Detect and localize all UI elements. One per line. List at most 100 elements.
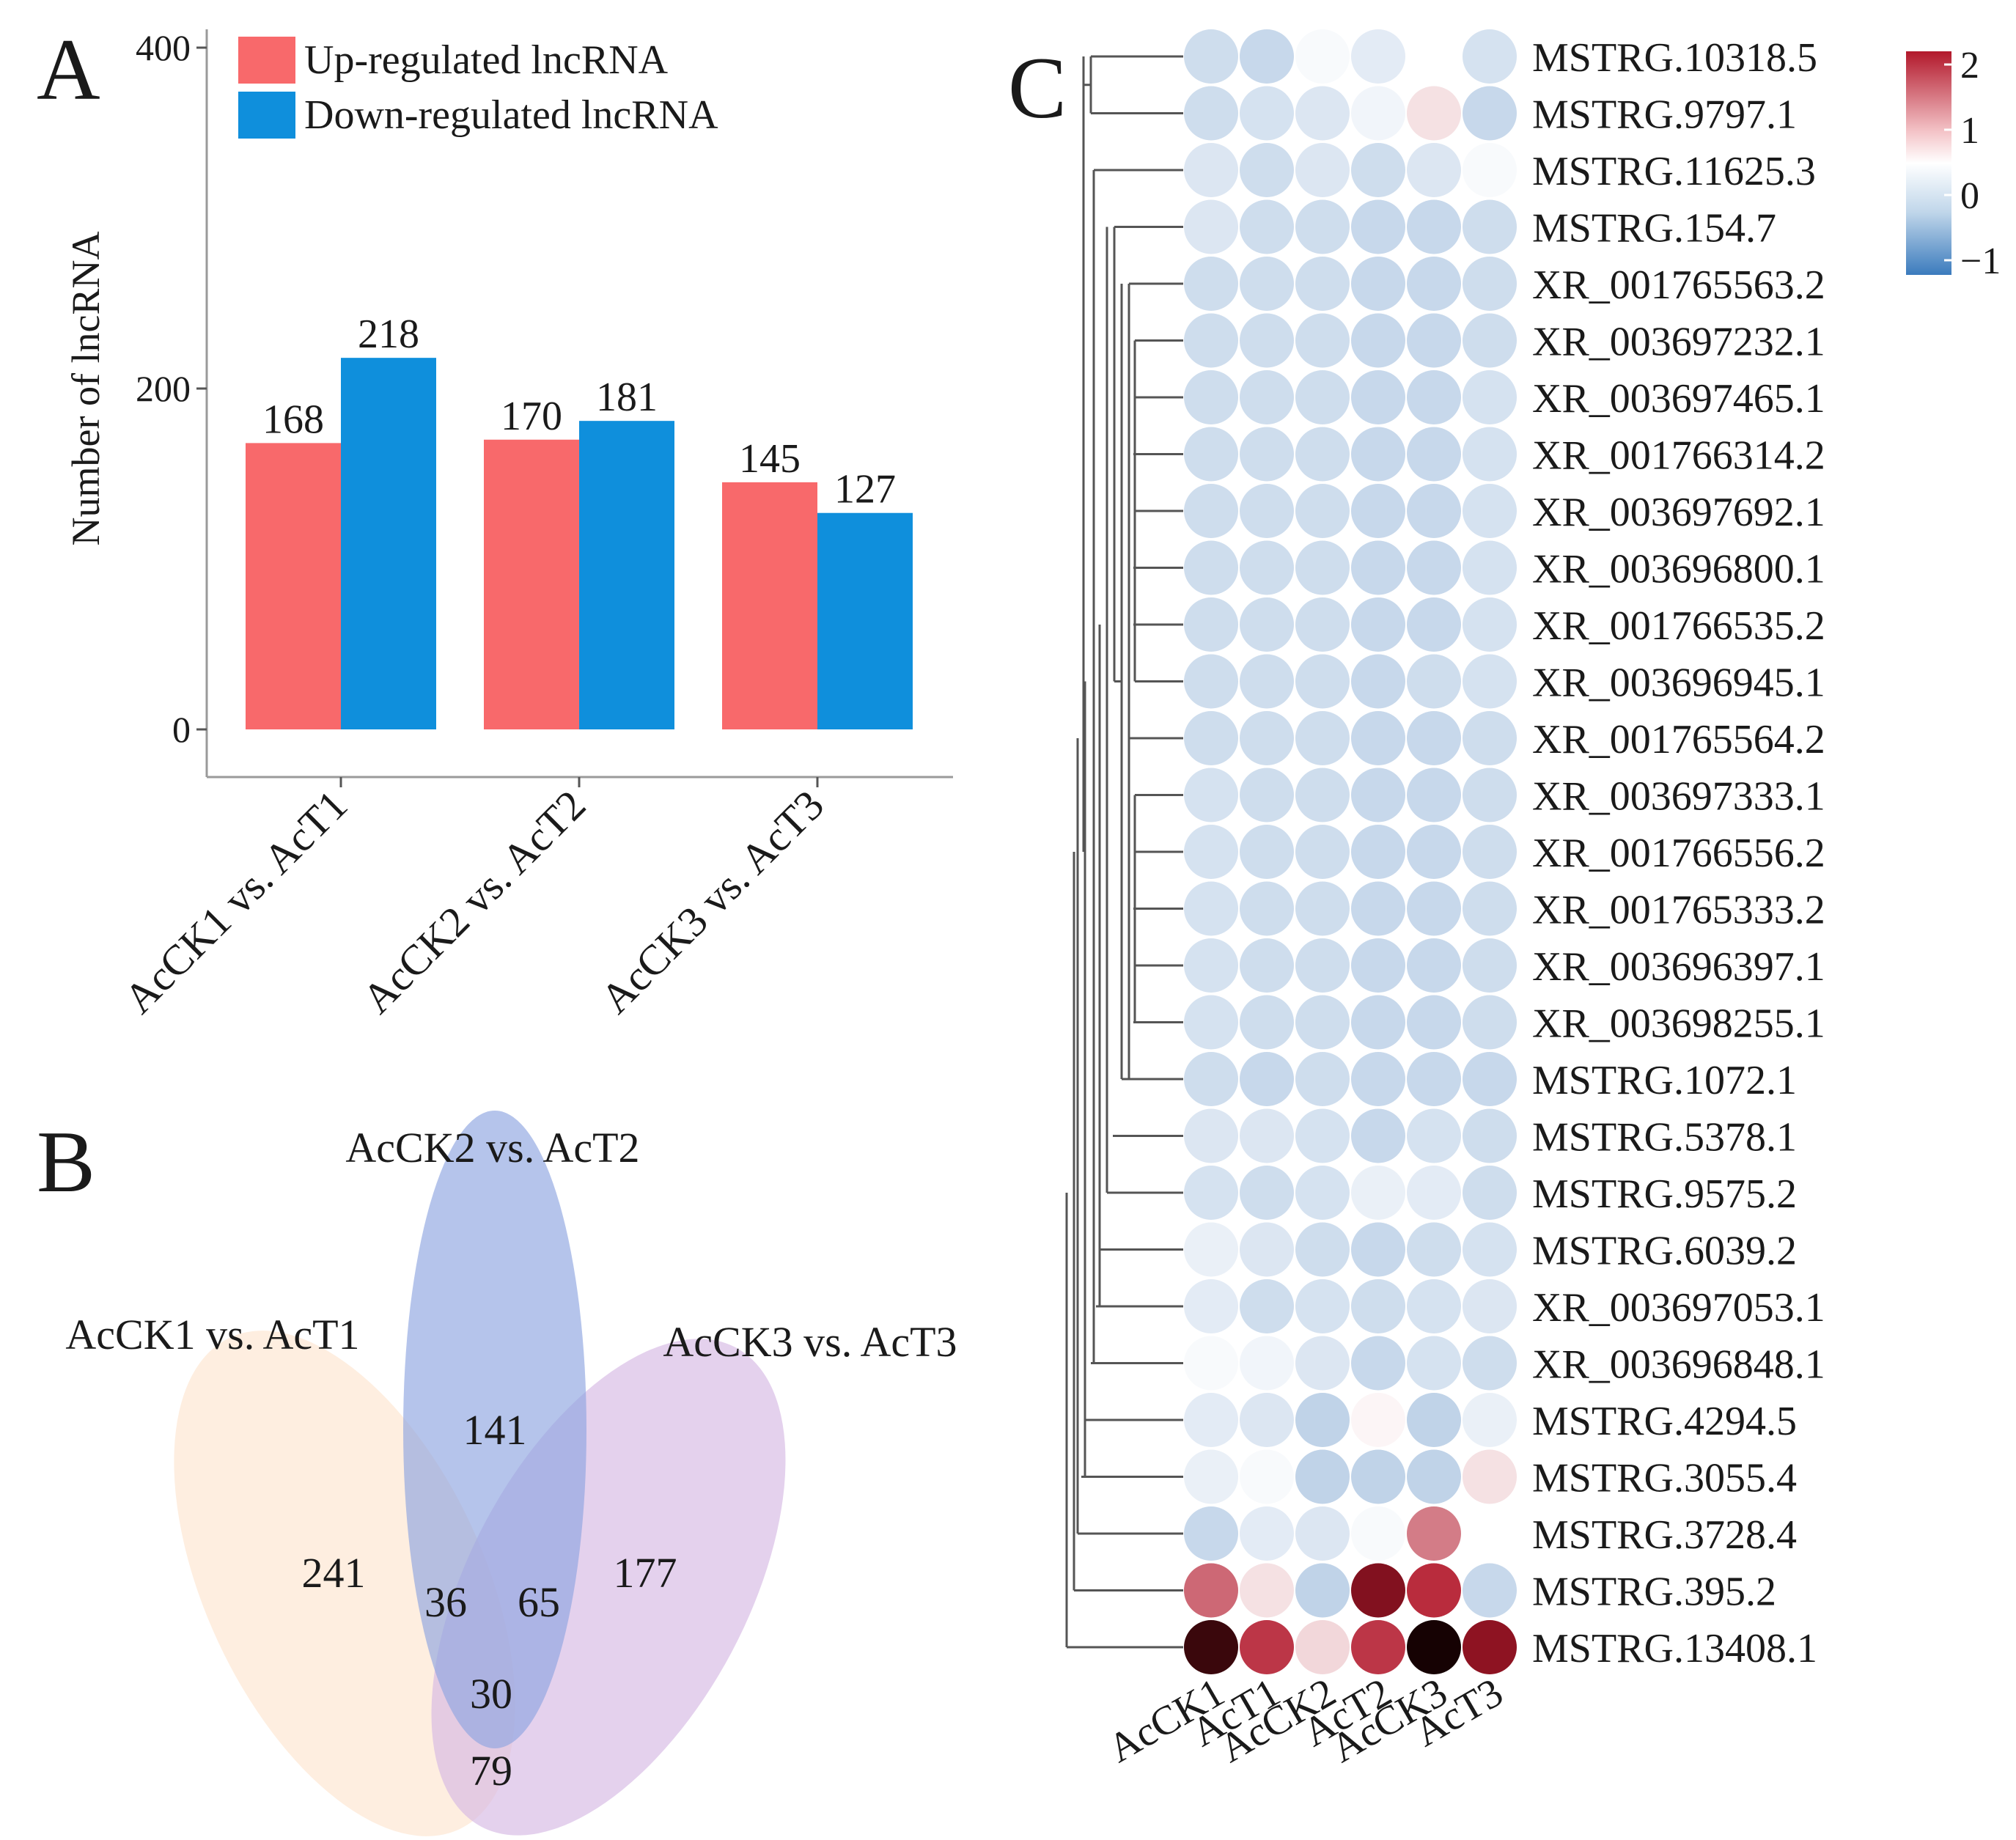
venn-region-count: 177 <box>614 1549 677 1597</box>
heat-dot <box>1463 768 1517 823</box>
heat-dot <box>1295 143 1350 197</box>
venn-region-count: 65 <box>518 1578 560 1626</box>
heat-dot <box>1407 1336 1461 1391</box>
heat-dot <box>1295 881 1350 936</box>
heat-dot <box>1240 1108 1294 1163</box>
colorbar-tick-label: −1 <box>1960 240 2001 282</box>
heat-dot <box>1463 1506 1517 1561</box>
heat-dot <box>1295 1222 1350 1277</box>
heat-dot <box>1407 597 1461 652</box>
heat-dot <box>1295 1393 1350 1447</box>
heat-dot <box>1240 995 1294 1050</box>
heat-dot <box>1463 313 1517 368</box>
heat-dot <box>1295 1506 1350 1561</box>
colorbar-rect <box>1906 51 1951 275</box>
heat-dot <box>1295 1620 1350 1674</box>
heat-dot <box>1295 29 1350 84</box>
x-category-label: AcCK1 vs. AcT1 <box>115 781 357 1023</box>
heat-dot <box>1351 1222 1405 1277</box>
heat-dot <box>1295 1563 1350 1618</box>
heat-dot <box>1463 938 1517 993</box>
heat-dot <box>1184 1222 1238 1277</box>
heat-dot <box>1184 370 1238 424</box>
colorbar-tick-label: 2 <box>1960 45 1979 87</box>
up-bar-1 <box>246 443 341 729</box>
heat-dot <box>1295 938 1350 993</box>
heat-dot <box>1463 143 1517 197</box>
heat-dot <box>1463 370 1517 424</box>
heat-dot <box>1463 1166 1517 1220</box>
heat-dot <box>1463 257 1517 311</box>
heat-dot <box>1240 1279 1294 1333</box>
heat-dot <box>1240 1393 1294 1447</box>
heat-dot <box>1240 597 1294 652</box>
heat-dot <box>1240 711 1294 765</box>
heat-dot <box>1184 1166 1238 1220</box>
panel-c-letter: C <box>1008 39 1067 136</box>
heat-dot <box>1463 995 1517 1050</box>
heat-dot <box>1184 540 1238 595</box>
heat-dot <box>1351 711 1405 765</box>
heat-dot <box>1295 597 1350 652</box>
heat-dot <box>1463 540 1517 595</box>
heat-dot <box>1184 29 1238 84</box>
heat-dot <box>1463 881 1517 936</box>
heat-dot <box>1407 1563 1461 1618</box>
heat-dot <box>1295 370 1350 424</box>
heat-dot <box>1240 654 1294 709</box>
heat-dot <box>1351 370 1405 424</box>
heat-dot <box>1240 199 1294 254</box>
y-tick-label: 0 <box>172 709 191 750</box>
heat-dot <box>1407 938 1461 993</box>
venn-set-title: AcCK2 vs. AcT2 <box>345 1124 639 1171</box>
heat-dot <box>1295 1336 1350 1391</box>
panel-a-bar-chart: A 0 200 400 Number of lncRNA 168 218 AcCK1 vs.… <box>37 21 953 1023</box>
heat-dot <box>1240 29 1294 84</box>
bar-plot-area: 0 200 400 Number of lncRNA 168 218 AcCK1 vs. A… <box>64 27 953 1023</box>
heat-dot <box>1351 768 1405 823</box>
heat-dot <box>1184 1336 1238 1391</box>
heat-dot <box>1295 1108 1350 1163</box>
row-label: MSTRG.3055.4 <box>1532 1456 1797 1501</box>
heat-dot <box>1407 29 1461 84</box>
heat-dot <box>1184 484 1238 538</box>
heat-dot <box>1351 1563 1405 1618</box>
heat-dot <box>1463 1336 1517 1391</box>
heat-dot <box>1407 1222 1461 1277</box>
heat-dot <box>1240 1336 1294 1391</box>
heat-dot <box>1463 1222 1517 1277</box>
heat-dot <box>1351 199 1405 254</box>
row-label: MSTRG.10318.5 <box>1532 35 1817 81</box>
heat-dot <box>1463 427 1517 482</box>
y-tick-label: 200 <box>136 368 191 409</box>
row-label: XR_001766556.2 <box>1532 831 1825 876</box>
heat-dot <box>1351 143 1405 197</box>
heat-dot <box>1240 313 1294 368</box>
heat-dot <box>1184 1052 1238 1106</box>
heat-dot <box>1184 768 1238 823</box>
row-label: MSTRG.9797.1 <box>1532 92 1797 138</box>
heat-dot <box>1351 597 1405 652</box>
colorbar-tick-label: 0 <box>1960 175 1979 217</box>
heat-dot <box>1295 825 1350 879</box>
row-label: MSTRG.4294.5 <box>1532 1399 1797 1444</box>
heat-dot <box>1184 1393 1238 1447</box>
venn-region-count: 241 <box>302 1549 366 1597</box>
heat-dot <box>1407 1449 1461 1504</box>
heat-dot <box>1407 540 1461 595</box>
heat-dot <box>1184 257 1238 311</box>
row-label: XR_003697465.1 <box>1532 376 1825 422</box>
row-label: MSTRG.5378.1 <box>1532 1115 1797 1160</box>
colorbar: 2 1 0 −1 <box>1906 45 2001 282</box>
heat-dot <box>1240 768 1294 823</box>
heat-dot <box>1240 1166 1294 1220</box>
heat-dot <box>1407 1108 1461 1163</box>
bar-value-label: 218 <box>358 312 419 357</box>
row-label: MSTRG.13408.1 <box>1532 1626 1817 1671</box>
heat-dot <box>1351 1108 1405 1163</box>
heat-dot <box>1407 1052 1461 1106</box>
heat-dot <box>1351 1620 1405 1674</box>
heat-dot <box>1240 1620 1294 1674</box>
heat-dot <box>1463 86 1517 141</box>
legend-swatch <box>238 92 295 139</box>
